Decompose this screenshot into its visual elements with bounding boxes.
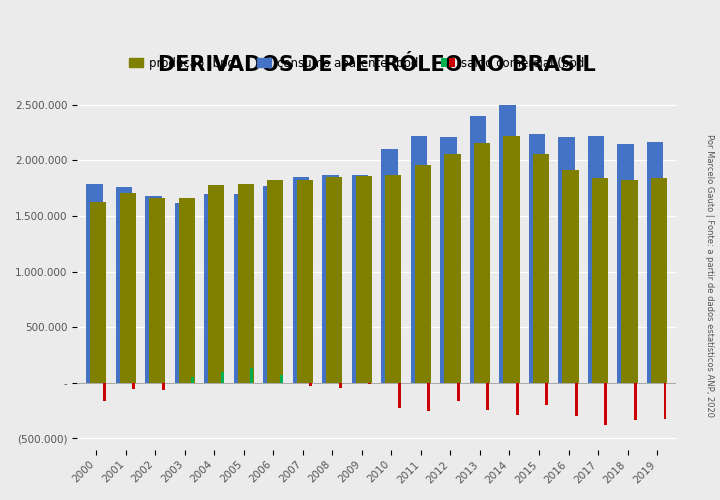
Bar: [533, 154, 549, 383]
Bar: [592, 178, 608, 383]
Bar: [415, 165, 431, 383]
Bar: [457, 383, 460, 400]
Text: Por Marcelo Gauto | Fonte: a partir de dados estatísticos ANP, 2020: Por Marcelo Gauto | Fonte: a partir de d…: [705, 134, 714, 416]
Bar: [120, 192, 136, 383]
Bar: [280, 375, 283, 383]
Bar: [293, 177, 309, 383]
Bar: [487, 383, 490, 409]
Bar: [238, 184, 254, 383]
Bar: [618, 144, 634, 383]
Bar: [516, 383, 519, 414]
Bar: [132, 383, 135, 389]
Bar: [310, 383, 312, 386]
Bar: [546, 383, 549, 404]
Bar: [326, 177, 343, 383]
Bar: [588, 136, 604, 383]
Title: DERIVADOS DE PETRÓLEO NO BRASIL: DERIVADOS DE PETRÓLEO NO BRASIL: [158, 56, 595, 76]
Bar: [562, 170, 579, 383]
Bar: [575, 383, 578, 416]
Bar: [234, 194, 250, 383]
Bar: [474, 142, 490, 383]
Bar: [175, 202, 191, 383]
Bar: [428, 383, 431, 411]
Bar: [145, 196, 161, 383]
Bar: [192, 376, 194, 383]
Bar: [398, 383, 401, 408]
Bar: [90, 202, 107, 383]
Legend: produção (bpd), consumo aparente (bpd), saldo comercial (bpd): produção (bpd), consumo aparente (bpd), …: [124, 52, 593, 74]
Bar: [179, 198, 195, 383]
Bar: [221, 372, 224, 383]
Bar: [251, 368, 253, 383]
Bar: [605, 383, 608, 424]
Bar: [470, 116, 486, 383]
Bar: [382, 150, 397, 383]
Bar: [208, 185, 225, 383]
Bar: [503, 136, 520, 383]
Bar: [441, 137, 456, 383]
Bar: [352, 175, 368, 383]
Bar: [621, 180, 637, 383]
Bar: [647, 142, 663, 383]
Bar: [297, 180, 313, 383]
Bar: [264, 186, 279, 383]
Bar: [86, 184, 102, 383]
Bar: [385, 175, 402, 383]
Bar: [162, 383, 165, 390]
Bar: [664, 383, 667, 419]
Bar: [651, 178, 667, 383]
Bar: [267, 180, 284, 383]
Bar: [323, 175, 338, 383]
Bar: [103, 383, 106, 400]
Bar: [339, 383, 342, 388]
Bar: [116, 187, 132, 383]
Bar: [500, 105, 516, 383]
Bar: [356, 176, 372, 383]
Bar: [559, 137, 575, 383]
Bar: [411, 136, 427, 383]
Bar: [149, 198, 166, 383]
Bar: [529, 134, 545, 383]
Bar: [369, 383, 372, 384]
Bar: [444, 154, 461, 383]
Bar: [634, 383, 637, 420]
Bar: [204, 194, 220, 383]
